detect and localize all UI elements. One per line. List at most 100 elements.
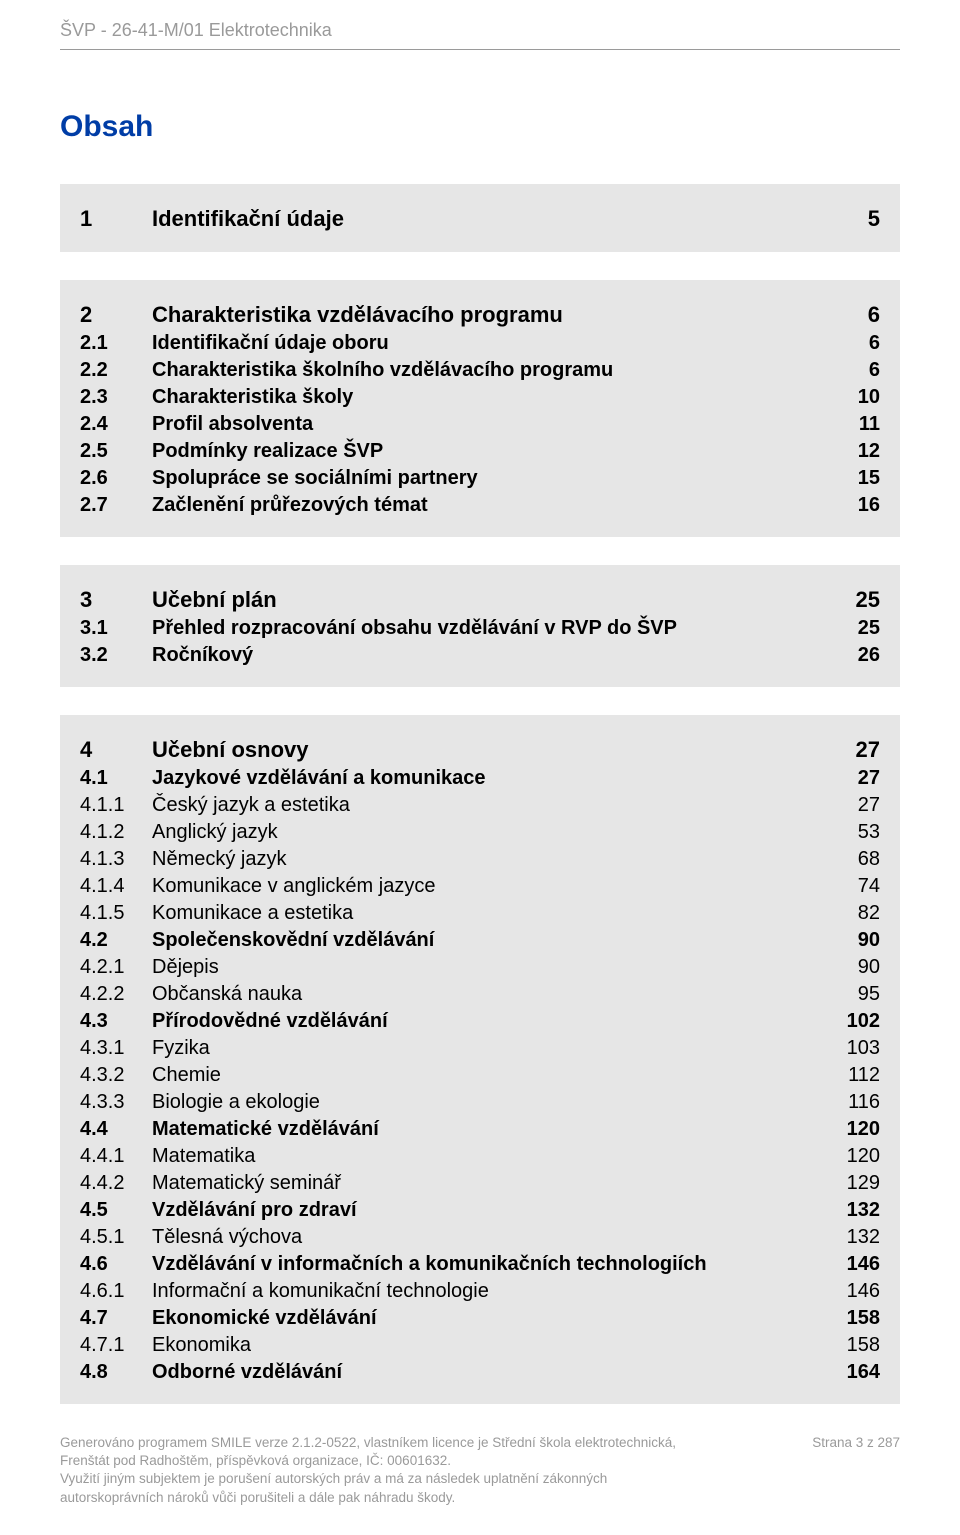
toc-page-number: 102 — [824, 1010, 880, 1033]
toc-row: 1Identifikační údaje5 — [80, 206, 880, 232]
toc-row: 4.3.3Biologie a ekologie116 — [80, 1091, 880, 1114]
toc-label: Matematika — [152, 1145, 824, 1168]
toc-label: Učební osnovy — [152, 737, 824, 763]
toc-page-number: 132 — [824, 1226, 880, 1249]
toc-page-number: 146 — [824, 1253, 880, 1276]
toc-row: 4.6Vzdělávání v informačních a komunikač… — [80, 1253, 880, 1276]
toc-number: 4.8 — [80, 1361, 152, 1384]
toc-number: 2.2 — [80, 359, 152, 382]
footer-page-info: Strana 3 z 287 — [812, 1434, 900, 1452]
toc-label: Ekonomické vzdělávání — [152, 1307, 824, 1330]
toc-page-number: 146 — [824, 1280, 880, 1303]
toc-row: 4.4Matematické vzdělávání120 — [80, 1118, 880, 1141]
toc-label: Ekonomika — [152, 1334, 824, 1357]
toc-label: Informační a komunikační technologie — [152, 1280, 824, 1303]
toc-page-number: 5 — [824, 206, 880, 232]
toc-label: Společenskovědní vzdělávání — [152, 929, 824, 952]
toc-number: 4.4.1 — [80, 1145, 152, 1168]
toc-label: Německý jazyk — [152, 848, 824, 871]
toc-row: 4.1.5Komunikace a estetika82 — [80, 902, 880, 925]
toc-number: 2.7 — [80, 494, 152, 517]
toc-label: Profil absolventa — [152, 413, 824, 436]
toc-number: 4.1.3 — [80, 848, 152, 871]
toc-page-number: 6 — [824, 332, 880, 355]
toc-group: 4Učební osnovy274.1Jazykové vzdělávání a… — [60, 715, 900, 1404]
toc-page-number: 116 — [824, 1091, 880, 1114]
toc-row: 4.8Odborné vzdělávání164 — [80, 1361, 880, 1384]
toc-page-number: 132 — [824, 1199, 880, 1222]
toc-row: 4.7.1Ekonomika158 — [80, 1334, 880, 1357]
toc-label: Identifikační údaje — [152, 206, 824, 232]
toc-number: 4.1.5 — [80, 902, 152, 925]
toc-number: 4.4.2 — [80, 1172, 152, 1195]
toc-group: 2Charakteristika vzdělávacího programu62… — [60, 280, 900, 537]
toc-label: Komunikace a estetika — [152, 902, 824, 925]
toc-label: Dějepis — [152, 956, 824, 979]
toc-label: Přehled rozpracování obsahu vzdělávání v… — [152, 617, 824, 640]
toc-page-number: 120 — [824, 1145, 880, 1168]
toc-row: 3.2Ročníkový26 — [80, 644, 880, 667]
toc-label: Přírodovědné vzdělávání — [152, 1010, 824, 1033]
toc-number: 4.1.2 — [80, 821, 152, 844]
toc-page-number: 82 — [824, 902, 880, 925]
toc-row: 2.3Charakteristika školy10 — [80, 386, 880, 409]
toc-label: Identifikační údaje oboru — [152, 332, 824, 355]
toc-page-number: 53 — [824, 821, 880, 844]
toc-number: 4.5 — [80, 1199, 152, 1222]
toc-label: Podmínky realizace ŠVP — [152, 440, 824, 463]
toc-number: 2.3 — [80, 386, 152, 409]
toc-row: 3.1Přehled rozpracování obsahu vzděláván… — [80, 617, 880, 640]
toc-row: 2.5Podmínky realizace ŠVP12 — [80, 440, 880, 463]
toc-label: Učební plán — [152, 587, 824, 613]
toc-number: 4.1.4 — [80, 875, 152, 898]
toc-number: 2.6 — [80, 467, 152, 490]
footer-text: Generováno programem SMILE verze 2.1.2-0… — [60, 1434, 812, 1507]
toc-number: 2.5 — [80, 440, 152, 463]
toc-label: Chemie — [152, 1064, 824, 1087]
toc-page-number: 74 — [824, 875, 880, 898]
toc-page-number: 103 — [824, 1037, 880, 1060]
toc-number: 4.4 — [80, 1118, 152, 1141]
toc-row: 2.7Začlenění průřezových témat16 — [80, 494, 880, 517]
toc-page-number: 129 — [824, 1172, 880, 1195]
toc-page-number: 120 — [824, 1118, 880, 1141]
toc-row: 4.2Společenskovědní vzdělávání90 — [80, 929, 880, 952]
footer-line4: autorskoprávních nároků vůči porušiteli … — [60, 1490, 455, 1505]
toc-label: Matematický seminář — [152, 1172, 824, 1195]
toc-page-number: 95 — [824, 983, 880, 1006]
toc-row: 4.1Jazykové vzdělávání a komunikace27 — [80, 767, 880, 790]
toc-number: 4.3.1 — [80, 1037, 152, 1060]
toc-row: 4.1.2Anglický jazyk53 — [80, 821, 880, 844]
toc-page-number: 90 — [824, 956, 880, 979]
toc-row: 4.2.1Dějepis90 — [80, 956, 880, 979]
toc-label: Tělesná výchova — [152, 1226, 824, 1249]
toc-page-number: 27 — [824, 737, 880, 763]
toc-label: Charakteristika školy — [152, 386, 824, 409]
toc-row: 4.5Vzdělávání pro zdraví132 — [80, 1199, 880, 1222]
toc-page-number: 27 — [824, 794, 880, 817]
toc-row: 4.6.1Informační a komunikační technologi… — [80, 1280, 880, 1303]
toc-label: Vzdělávání v informačních a komunikačníc… — [152, 1253, 824, 1276]
page-title: Obsah — [60, 110, 900, 144]
toc-row: 4.1.3Německý jazyk68 — [80, 848, 880, 871]
toc-page-number: 25 — [824, 617, 880, 640]
toc-label: Biologie a ekologie — [152, 1091, 824, 1114]
toc-number: 4.2.2 — [80, 983, 152, 1006]
footer-line1: Generováno programem SMILE verze 2.1.2-0… — [60, 1435, 676, 1450]
toc-page-number: 6 — [824, 359, 880, 382]
toc-row: 4.4.1Matematika120 — [80, 1145, 880, 1168]
toc-label: Komunikace v anglickém jazyce — [152, 875, 824, 898]
toc-row: 4.1.1Český jazyk a estetika27 — [80, 794, 880, 817]
toc-row: 2.1Identifikační údaje oboru6 — [80, 332, 880, 355]
toc-label: Matematické vzdělávání — [152, 1118, 824, 1141]
header-text: ŠVP - 26-41-M/01 Elektrotechnika — [60, 20, 332, 40]
toc-label: Vzdělávání pro zdraví — [152, 1199, 824, 1222]
toc-page-number: 158 — [824, 1307, 880, 1330]
toc-row: 2.6Spolupráce se sociálními partnery15 — [80, 467, 880, 490]
toc-row: 4.2.2Občanská nauka95 — [80, 983, 880, 1006]
toc-row: 4.4.2Matematický seminář129 — [80, 1172, 880, 1195]
footer-line3: Využití jiným subjektem je porušení auto… — [60, 1471, 607, 1486]
toc-number: 4.5.1 — [80, 1226, 152, 1249]
toc-number: 4.7.1 — [80, 1334, 152, 1357]
toc-number: 3.2 — [80, 644, 152, 667]
